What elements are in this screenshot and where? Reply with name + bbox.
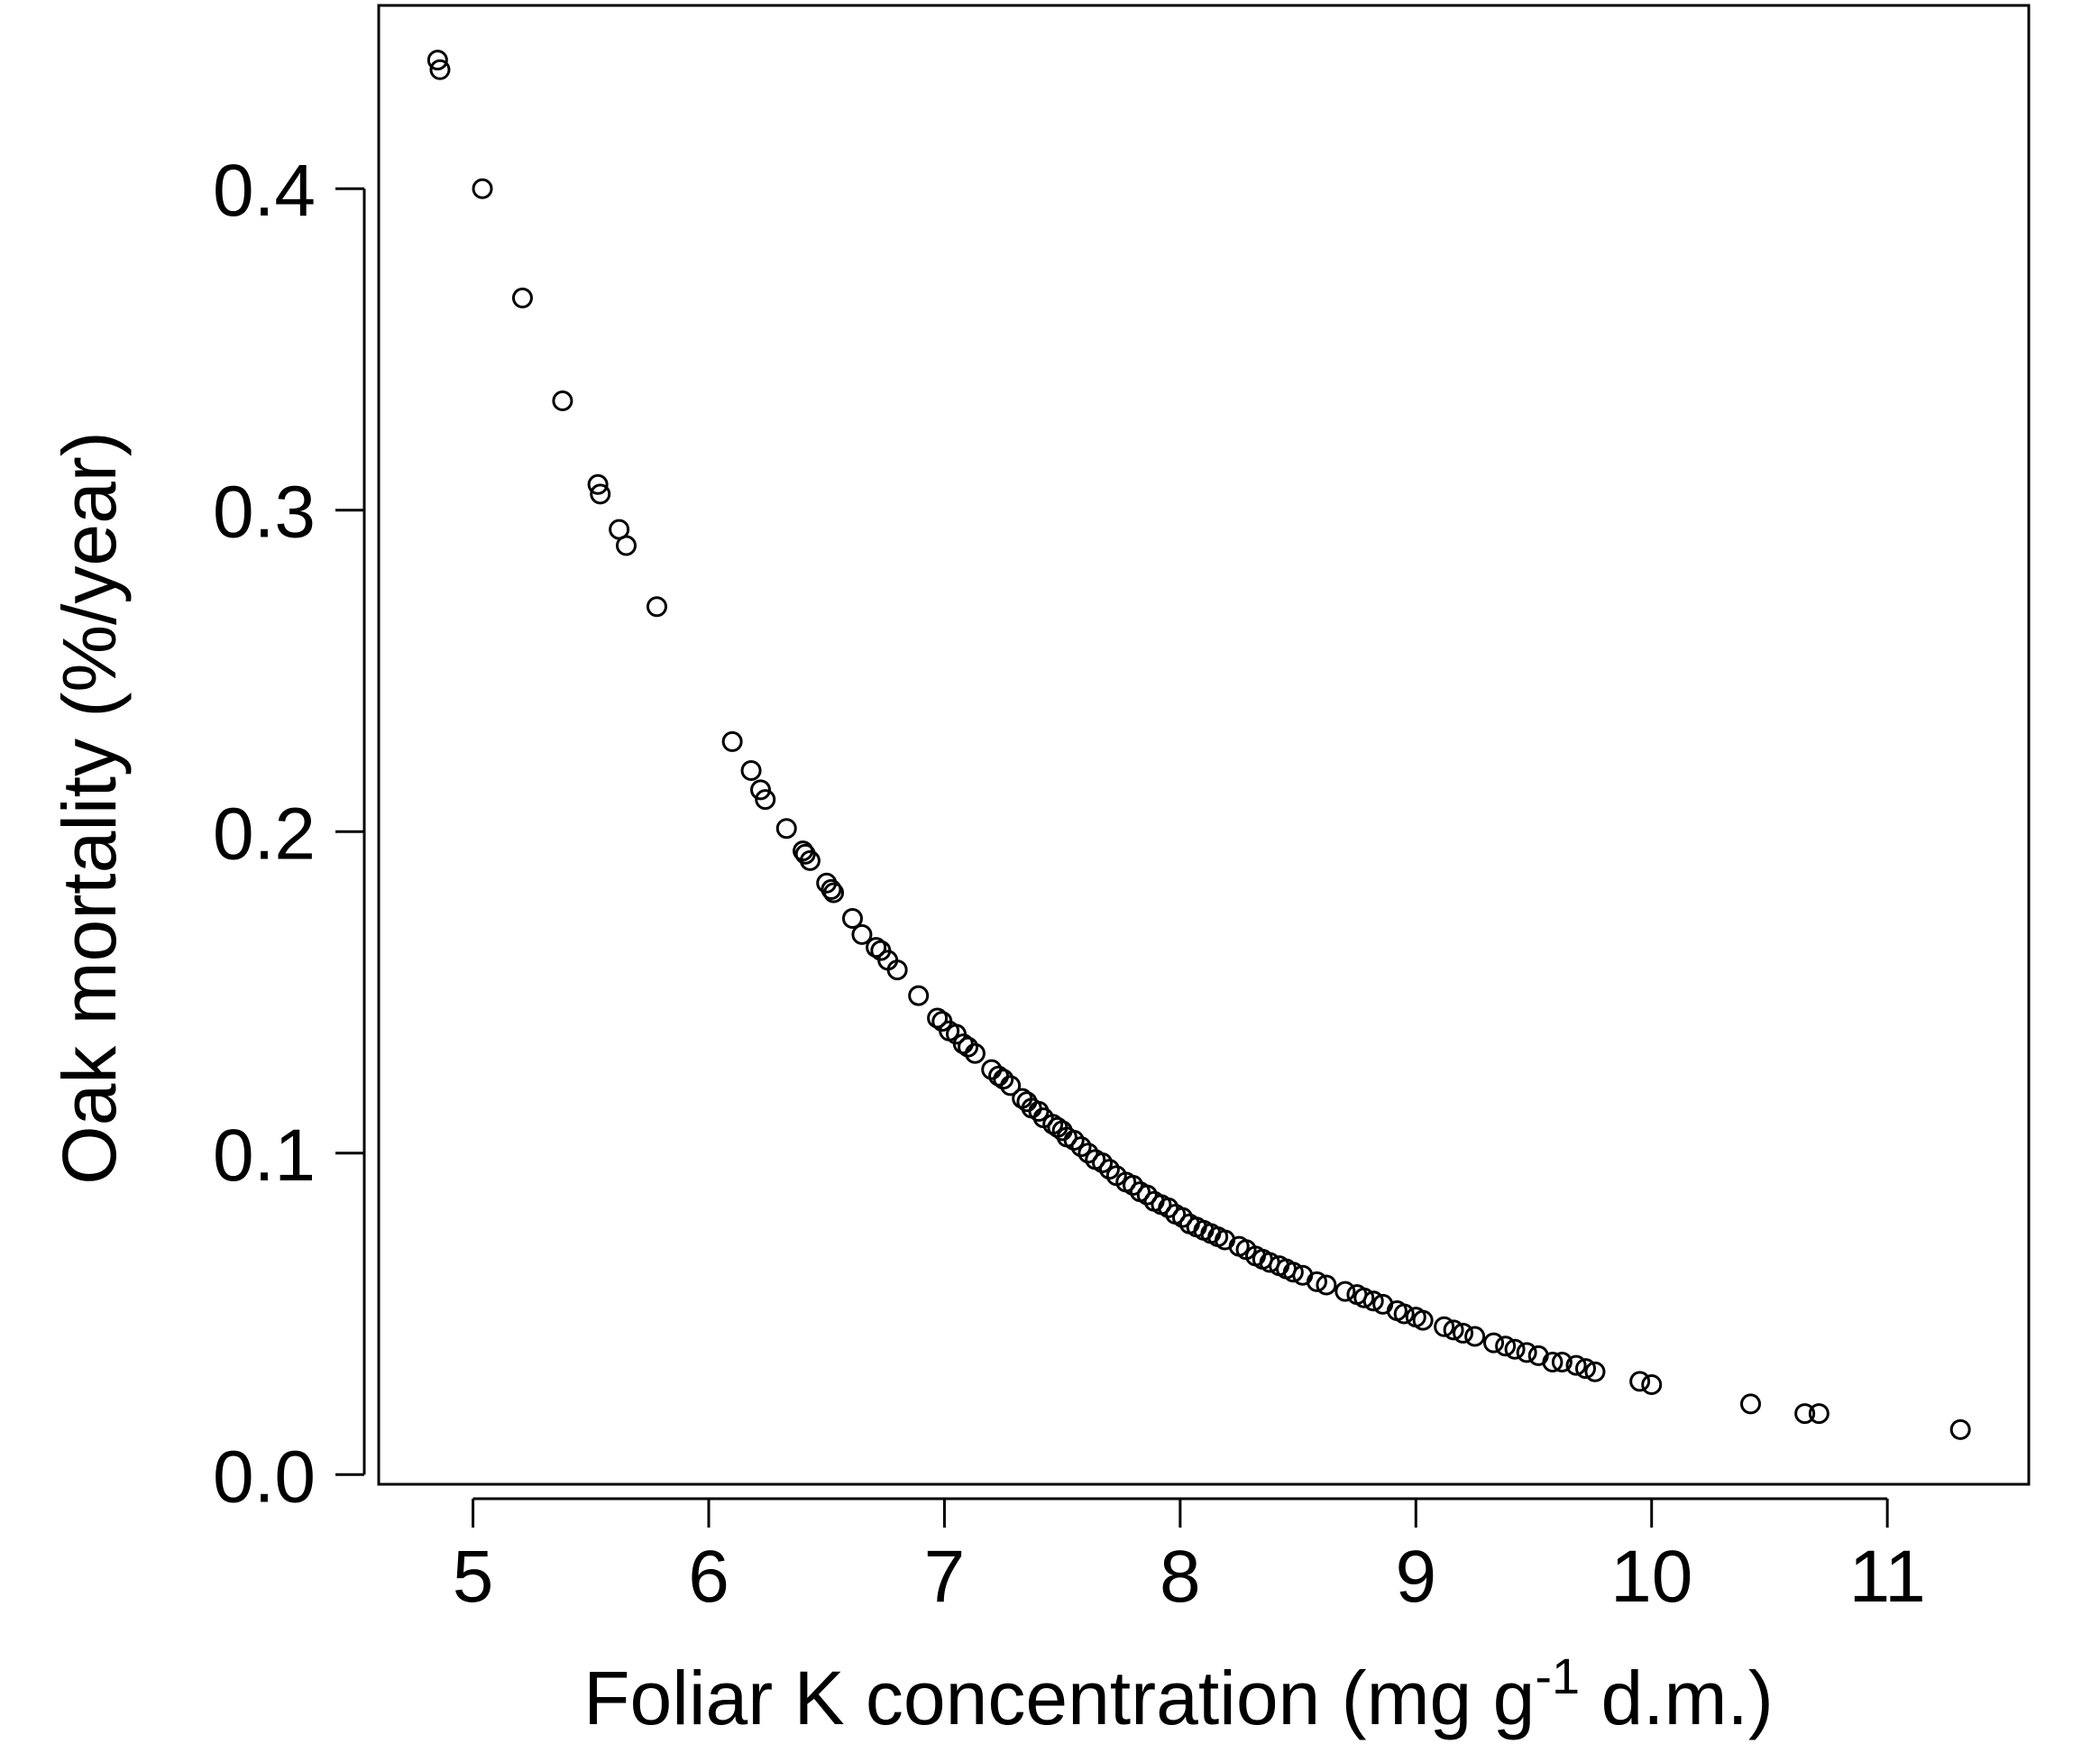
data-point [511, 287, 533, 308]
data-point [1483, 1332, 1505, 1354]
data-point [1949, 1418, 1971, 1440]
x-tick-label: 6 [688, 1536, 729, 1618]
data-point [426, 50, 448, 71]
data-point [552, 390, 573, 412]
data-point [1453, 1322, 1474, 1344]
y-axis-title: Oak mortality (%/year) [47, 431, 132, 1185]
data-points [426, 50, 1971, 1440]
data-point [927, 1007, 949, 1029]
data-point [1078, 1143, 1099, 1164]
x-tick-label: 9 [1395, 1536, 1436, 1618]
data-point [1584, 1361, 1606, 1382]
data-point [1464, 1326, 1486, 1347]
data-point [964, 1042, 986, 1064]
data-point [590, 483, 611, 505]
data-point [821, 878, 842, 900]
data-point [1495, 1335, 1517, 1357]
data-point [1000, 1075, 1022, 1097]
data-point [1443, 1319, 1464, 1341]
y-axis: 0.0 0.1 0.2 0.3 0.4 [213, 150, 366, 1518]
data-point [958, 1036, 979, 1058]
data-point [1434, 1316, 1455, 1337]
data-point [841, 908, 863, 930]
data-point [740, 760, 762, 782]
x-tick-label: 11 [1849, 1536, 1926, 1618]
data-point [851, 923, 873, 945]
data-point [866, 937, 887, 959]
data-point [1504, 1338, 1526, 1360]
data-point [1136, 1184, 1158, 1206]
data-point [1393, 1303, 1415, 1325]
data-point [1542, 1352, 1564, 1373]
y-tick-label: 0.2 [213, 793, 316, 875]
data-point [1316, 1274, 1337, 1296]
data-point [1306, 1271, 1327, 1292]
x-axis-title: Foliar K concentration (mg g-1 d.m.) [583, 1647, 1774, 1740]
data-point [1362, 1290, 1384, 1312]
data-point [1516, 1342, 1537, 1363]
data-point [775, 818, 797, 840]
x-tick-label: 5 [453, 1536, 494, 1618]
x-tick-label: 7 [924, 1536, 966, 1618]
data-point [1575, 1358, 1597, 1380]
data-point [1740, 1393, 1762, 1415]
data-point [886, 959, 908, 981]
data-point [1412, 1309, 1434, 1331]
data-point [908, 985, 930, 1006]
y-tick-label: 0.4 [213, 150, 316, 232]
data-point [1098, 1159, 1120, 1180]
y-tick-label: 0.1 [213, 1115, 316, 1197]
data-point [616, 535, 637, 556]
data-point [750, 779, 772, 801]
data-point [1092, 1152, 1114, 1173]
data-point [1063, 1130, 1085, 1152]
data-point [429, 59, 451, 80]
data-point [1123, 1174, 1144, 1196]
data-point [1334, 1280, 1356, 1302]
data-point [646, 596, 667, 618]
data-point [1794, 1403, 1816, 1425]
y-tick-label: 0.0 [213, 1436, 316, 1518]
data-point [1641, 1373, 1663, 1395]
data-point [587, 473, 609, 495]
data-point [799, 849, 821, 871]
x-tick-label: 8 [1160, 1536, 1201, 1618]
data-point [472, 178, 493, 199]
data-point [1070, 1136, 1092, 1158]
plot-frame [377, 4, 2031, 1486]
data-point [1629, 1371, 1651, 1392]
data-point [823, 882, 845, 904]
data-point [1158, 1197, 1179, 1218]
x-axis: 5 6 7 8 9 10 11 [453, 1497, 1926, 1618]
data-point [721, 730, 743, 752]
data-point [1171, 1207, 1193, 1228]
y-tick-label: 0.3 [213, 472, 316, 554]
data-point [1565, 1354, 1587, 1376]
data-point [1353, 1287, 1375, 1308]
data-point [1808, 1403, 1829, 1425]
data-point [1282, 1262, 1304, 1283]
data-point [755, 789, 776, 811]
data-point [1551, 1352, 1573, 1373]
x-tick-label: 10 [1610, 1536, 1692, 1618]
data-point [993, 1069, 1014, 1090]
